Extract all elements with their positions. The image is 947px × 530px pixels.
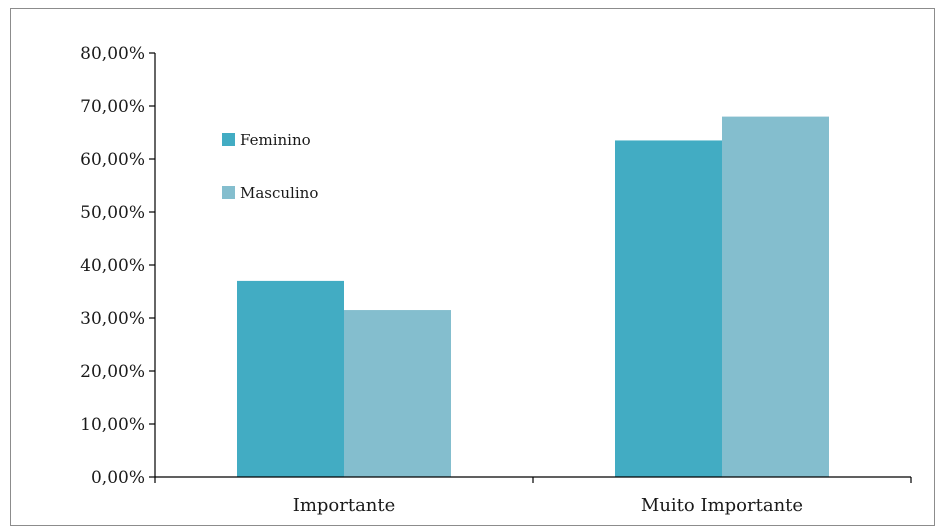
y-tick-label: 10,00% <box>80 415 145 435</box>
bar-masculino-1 <box>722 116 829 477</box>
legend-swatch-feminino <box>222 133 235 146</box>
y-tick-label: 70,00% <box>80 97 145 117</box>
y-tick-label: 60,00% <box>80 150 145 170</box>
x-category-label: Importante <box>293 495 396 516</box>
legend: Feminino Masculino <box>222 131 318 202</box>
x-ticks-group: Importante Muito Importante <box>154 477 912 516</box>
y-tick-label: 0,00% <box>91 468 145 488</box>
bar-masculino-0 <box>344 310 451 477</box>
y-tick-label: 50,00% <box>80 203 145 223</box>
y-tick-label: 20,00% <box>80 362 145 382</box>
bar-feminino-1 <box>615 140 722 477</box>
y-ticks-group: 0,00% 10,00% 20,00% 30,00% 40,00% 50,00% 60,00… <box>80 44 155 488</box>
legend-swatch-masculino <box>222 186 235 199</box>
legend-label-masculino: Masculino <box>240 184 318 202</box>
bar-feminino-0 <box>237 280 344 477</box>
bars-group <box>237 116 829 477</box>
y-tick-label: 30,00% <box>80 309 145 329</box>
legend-label-feminino: Feminino <box>240 131 311 149</box>
y-tick-label: 40,00% <box>80 256 145 276</box>
x-category-label: Muito Importante <box>641 495 803 516</box>
y-tick-label: 80,00% <box>80 44 145 64</box>
